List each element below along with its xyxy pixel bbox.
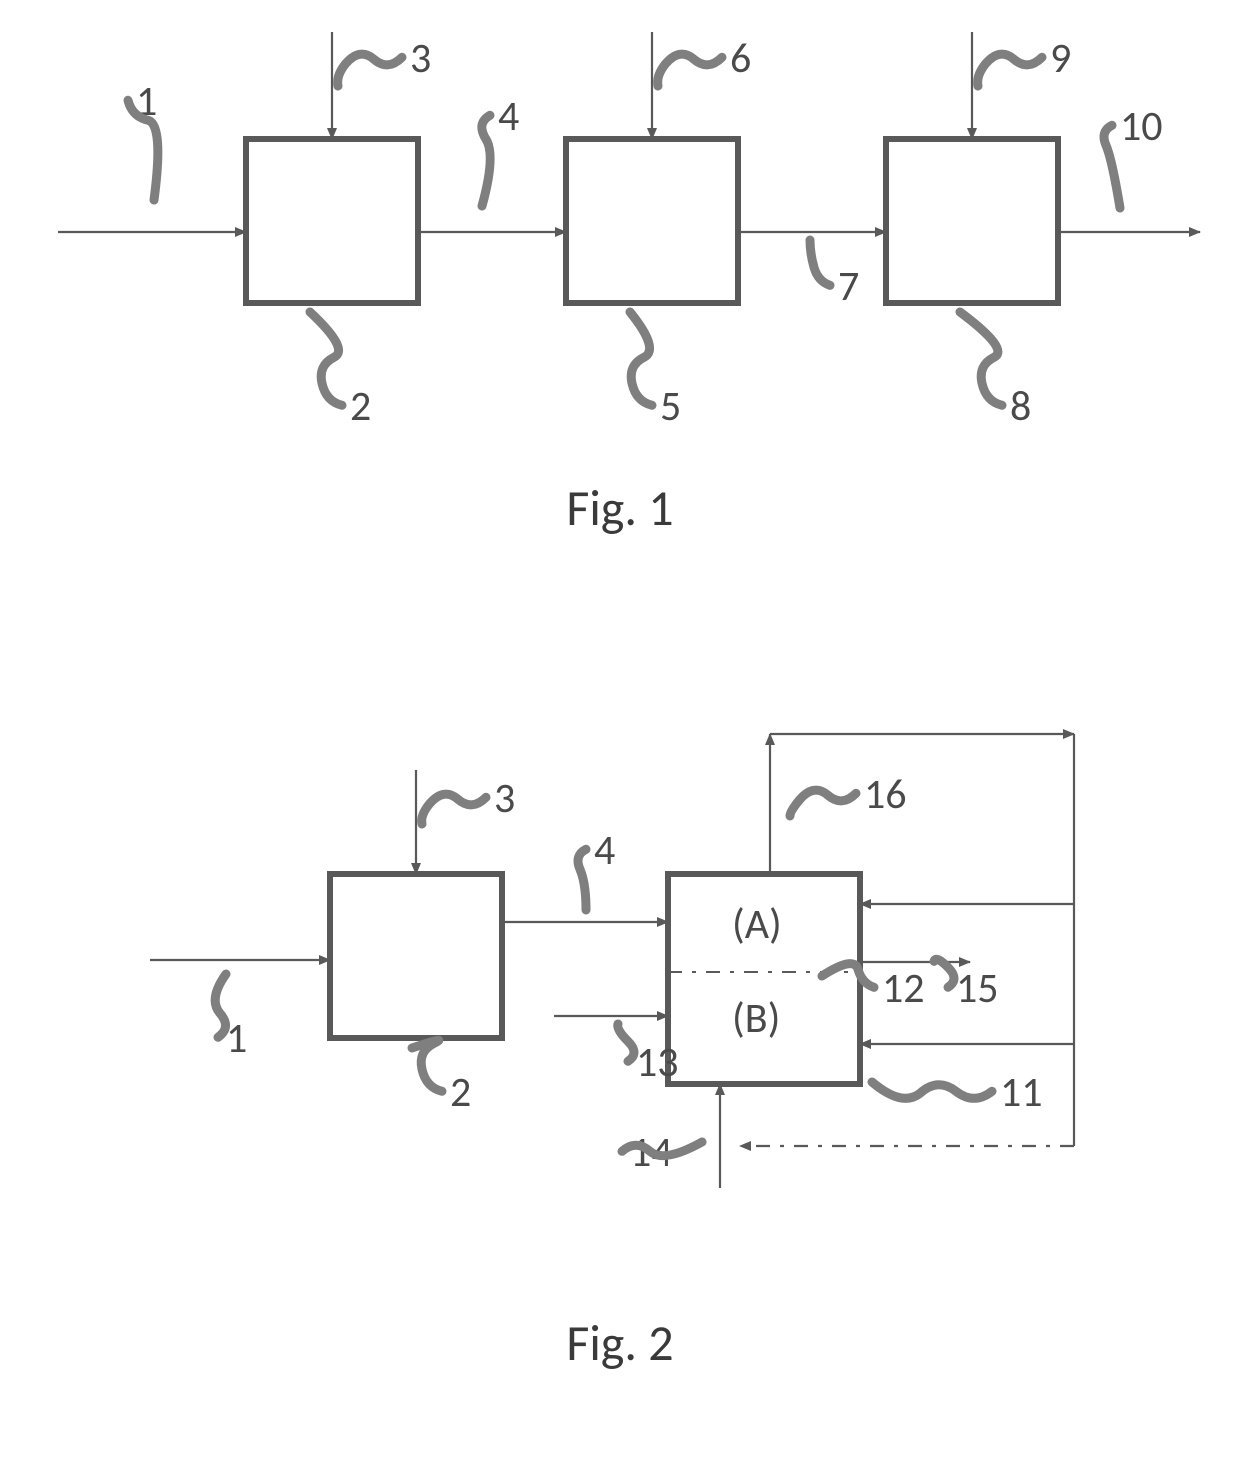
leader-3 bbox=[338, 54, 402, 86]
leader-4 bbox=[482, 115, 490, 206]
diagram-canvas: 12345678910Fig. 1 (A)(B)1234111213141516… bbox=[0, 0, 1240, 1467]
label-5: 5 bbox=[660, 381, 681, 432]
label-12: 12 bbox=[882, 963, 925, 1014]
leader-6 bbox=[658, 54, 722, 86]
leader-11 bbox=[872, 1082, 992, 1098]
leader-3 bbox=[422, 794, 486, 824]
label-3: 3 bbox=[410, 33, 431, 84]
label-8: 8 bbox=[1010, 381, 1031, 432]
label-2: 2 bbox=[350, 381, 371, 432]
inner-label-B: (B) bbox=[732, 993, 780, 1044]
block-b2 bbox=[246, 139, 418, 303]
leader-4 bbox=[578, 849, 586, 910]
leader-1 bbox=[215, 974, 226, 1037]
label-6: 6 bbox=[730, 33, 751, 84]
label-16: 16 bbox=[864, 769, 907, 820]
leader-2 bbox=[310, 312, 342, 405]
leader-5 bbox=[630, 312, 652, 405]
leader-15 bbox=[934, 959, 954, 987]
caption: Fig. 1 bbox=[566, 478, 673, 539]
leader-2 bbox=[412, 1040, 442, 1091]
block-b5 bbox=[566, 139, 738, 303]
leader-7 bbox=[810, 240, 830, 285]
label-11: 11 bbox=[1000, 1067, 1043, 1118]
figure-2: (A)(B)1234111213141516Fig. 2 bbox=[150, 734, 1074, 1374]
inner-label-A: (A) bbox=[732, 899, 782, 950]
leader-8 bbox=[960, 312, 1002, 405]
label-15: 15 bbox=[956, 963, 999, 1014]
figure-1: 12345678910Fig. 1 bbox=[58, 32, 1200, 539]
leader-9 bbox=[978, 54, 1042, 86]
leader-12 bbox=[822, 964, 874, 988]
label-13: 13 bbox=[636, 1037, 679, 1088]
label-9: 9 bbox=[1050, 33, 1071, 84]
label-10: 10 bbox=[1120, 101, 1163, 152]
caption: Fig. 2 bbox=[566, 1313, 673, 1374]
label-2: 2 bbox=[450, 1067, 471, 1118]
leader-16 bbox=[790, 790, 856, 816]
label-4: 4 bbox=[498, 91, 519, 142]
block-b2b bbox=[330, 874, 502, 1038]
block-b8 bbox=[886, 139, 1058, 303]
label-3: 3 bbox=[494, 773, 515, 824]
leader-13 bbox=[618, 1024, 634, 1061]
leader-10 bbox=[1104, 125, 1120, 208]
label-7: 7 bbox=[838, 261, 859, 312]
label-4: 4 bbox=[594, 825, 615, 876]
